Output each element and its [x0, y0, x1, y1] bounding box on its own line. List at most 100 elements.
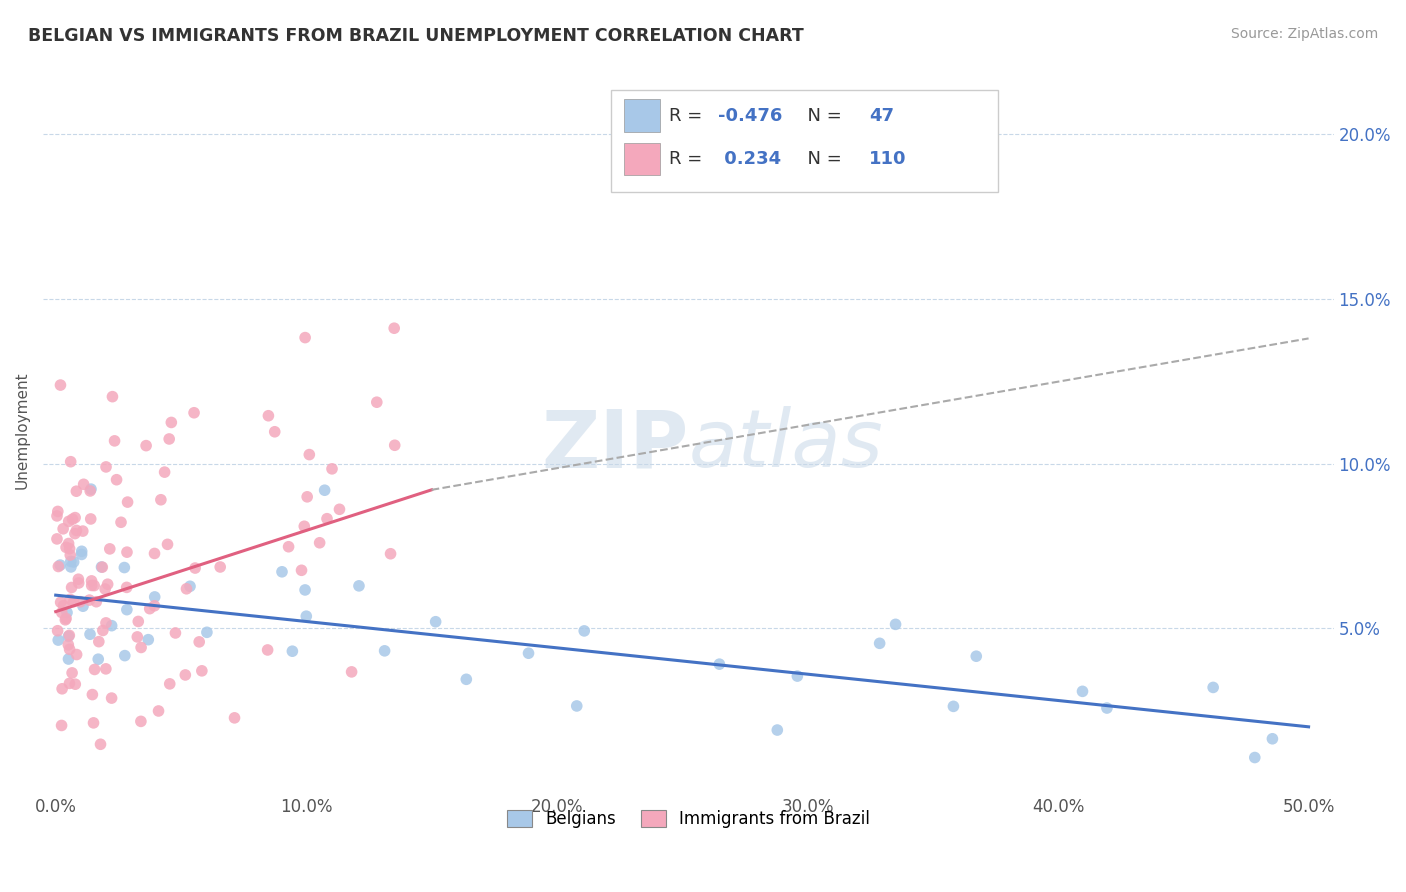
Point: [55, 541, 77, 555]
Point: [884, 617, 907, 632]
Point: [55, 611, 77, 625]
Text: 110: 110: [869, 150, 907, 168]
Point: [281, 644, 304, 658]
Point: [52, 599, 75, 613]
Point: [79, 627, 101, 641]
Point: [58, 628, 80, 642]
Point: [174, 668, 197, 682]
Point: [347, 579, 370, 593]
Text: -0.476: -0.476: [718, 106, 783, 125]
Point: [72, 524, 94, 538]
Point: [942, 699, 965, 714]
Point: [58, 515, 80, 529]
Point: [48, 559, 70, 574]
Point: [766, 723, 789, 737]
Point: [183, 406, 205, 420]
Point: [87, 634, 110, 648]
Point: [127, 615, 149, 629]
Point: [94, 459, 117, 474]
Point: [374, 644, 396, 658]
Legend: Belgians, Immigrants from Brazil: Belgians, Immigrants from Brazil: [501, 804, 877, 835]
Point: [271, 565, 294, 579]
Text: R =: R =: [669, 106, 709, 125]
Point: [56, 606, 79, 620]
Point: [380, 547, 402, 561]
Point: [49, 558, 72, 572]
Point: [80, 512, 103, 526]
FancyBboxPatch shape: [612, 90, 998, 192]
Point: [98, 541, 121, 556]
Point: [58, 652, 80, 666]
Point: [105, 473, 128, 487]
Point: [294, 330, 316, 344]
Point: [292, 519, 315, 533]
Point: [290, 563, 312, 577]
Bar: [624, 143, 659, 176]
Text: atlas: atlas: [689, 406, 883, 484]
Point: [51, 681, 73, 696]
Point: [263, 425, 285, 439]
Point: [83, 663, 105, 677]
Point: [80, 578, 103, 592]
Point: [191, 664, 214, 678]
Point: [157, 432, 180, 446]
Point: [91, 624, 114, 638]
Point: [60, 581, 83, 595]
Point: [60, 665, 83, 680]
Point: [83, 578, 105, 592]
Point: [366, 395, 388, 409]
Point: [308, 535, 330, 549]
Point: [51, 718, 73, 732]
Point: [115, 602, 138, 616]
Point: [143, 599, 166, 613]
Point: [328, 502, 350, 516]
Point: [143, 590, 166, 604]
Point: [80, 574, 103, 588]
Point: [53, 613, 76, 627]
Point: [100, 618, 122, 632]
Point: [82, 688, 104, 702]
Point: [46, 508, 69, 523]
Point: [59, 455, 82, 469]
Point: [159, 677, 181, 691]
Point: [156, 537, 179, 551]
Point: [294, 582, 316, 597]
Point: [786, 669, 808, 683]
Point: [129, 714, 152, 729]
Text: N =: N =: [796, 106, 846, 125]
Point: [115, 581, 138, 595]
Point: [46, 532, 69, 546]
Point: [257, 409, 280, 423]
Point: [209, 560, 232, 574]
Point: [59, 541, 82, 556]
Point: [58, 638, 80, 652]
Text: ZIP: ZIP: [541, 406, 689, 484]
Point: [165, 626, 187, 640]
Point: [321, 462, 343, 476]
Point: [256, 643, 278, 657]
Point: [58, 629, 80, 643]
Text: Source: ZipAtlas.com: Source: ZipAtlas.com: [1230, 27, 1378, 41]
Point: [97, 577, 120, 591]
Point: [295, 490, 318, 504]
Bar: [624, 99, 659, 132]
Point: [62, 512, 84, 526]
Point: [65, 524, 87, 538]
Point: [135, 439, 157, 453]
Point: [295, 609, 318, 624]
Point: [117, 495, 139, 509]
Point: [79, 483, 101, 498]
Point: [52, 522, 75, 536]
Point: [59, 548, 82, 562]
Point: [195, 625, 218, 640]
Point: [72, 477, 94, 491]
Point: [1202, 681, 1225, 695]
Point: [316, 512, 339, 526]
Point: [67, 576, 90, 591]
Point: [965, 649, 987, 664]
Point: [70, 548, 93, 562]
Point: [1095, 701, 1118, 715]
Point: [136, 632, 159, 647]
Point: [66, 648, 89, 662]
Point: [224, 711, 246, 725]
